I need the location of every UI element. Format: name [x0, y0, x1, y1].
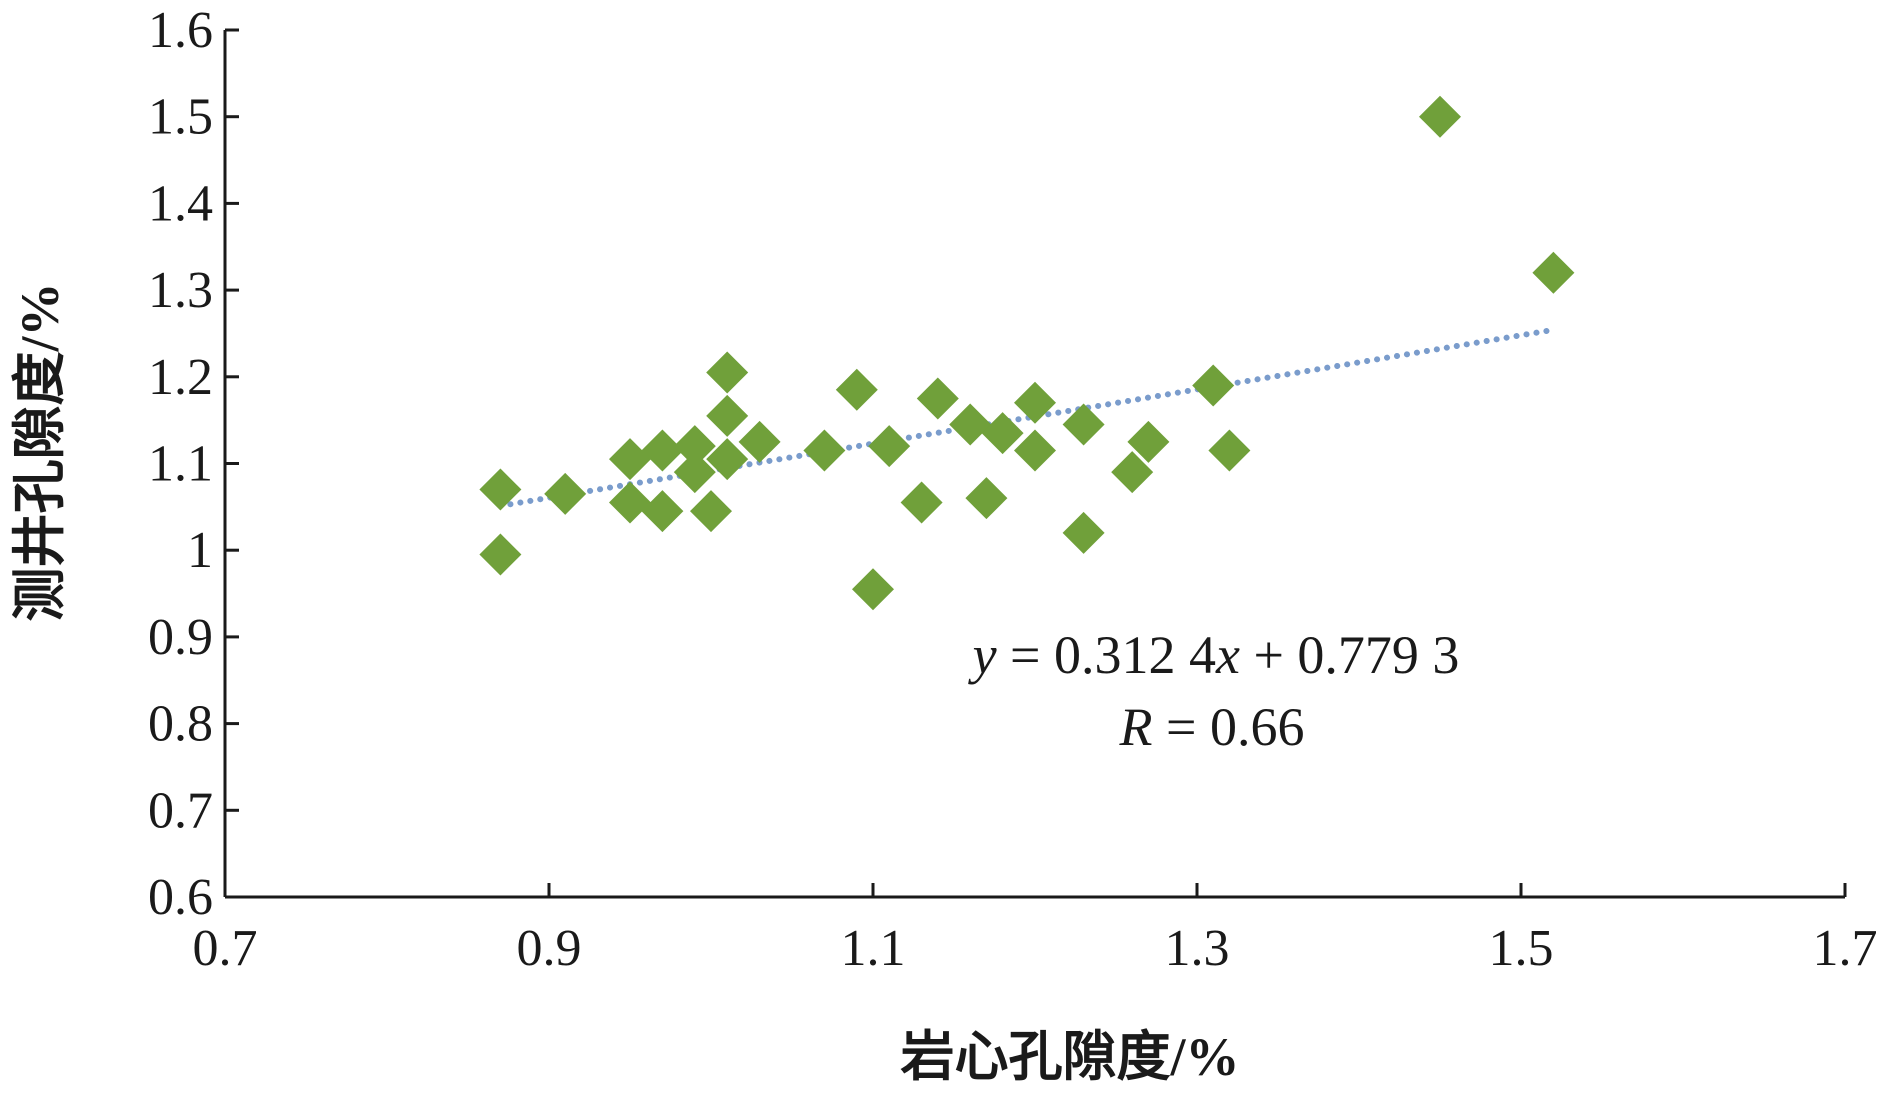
trendline: [497, 326, 1557, 509]
data-point: [479, 533, 522, 576]
data-point: [1532, 251, 1575, 294]
data-point: [981, 412, 1024, 455]
data-point: [900, 481, 943, 524]
x-tick-label: 1.5: [1489, 920, 1554, 977]
data-point: [609, 438, 651, 481]
equation-x-variable: x: [1215, 625, 1240, 685]
data-point: [544, 472, 587, 515]
x-tick-label: 0.9: [517, 920, 582, 977]
y-tick-label: 0.9: [148, 609, 213, 666]
data-point: [1014, 429, 1056, 472]
data-point: [1062, 511, 1105, 554]
x-axis-title: 岩心孔隙度/%: [900, 1027, 1239, 1087]
y-tick-label: 0.7: [148, 782, 213, 839]
data-point: [706, 351, 749, 394]
data-point: [479, 468, 522, 511]
y-tick-label: 1.3: [148, 262, 213, 319]
equation-slope: = 0.312 4: [997, 625, 1216, 685]
r-variable: R: [1119, 697, 1153, 757]
data-point: [852, 568, 894, 611]
equation-y-variable: y: [968, 625, 997, 685]
y-tick-label: 0.8: [148, 696, 213, 753]
equation-intercept: + 0.779 3: [1240, 625, 1459, 685]
y-tick-label: 1: [187, 522, 213, 579]
data-point: [803, 429, 846, 472]
data-point: [1419, 95, 1461, 138]
data-point: [1111, 451, 1154, 494]
data-point: [673, 451, 716, 494]
data-point: [1192, 364, 1235, 407]
y-tick-label: 1.2: [148, 349, 213, 406]
y-tick-label: 1.6: [148, 2, 213, 59]
data-point: [1208, 429, 1251, 472]
data-point: [673, 425, 716, 468]
regression-equation: y = 0.312 4x + 0.779 3: [968, 625, 1460, 685]
data-point: [706, 394, 749, 437]
data-point: [1062, 403, 1105, 446]
y-axis-title: 测井孔隙度/%: [10, 282, 70, 621]
x-tick-label: 0.7: [193, 920, 258, 977]
data-point: [949, 403, 992, 446]
data-point: [835, 368, 878, 411]
data-point: [641, 429, 684, 472]
data-point: [641, 490, 684, 533]
y-tick-label: 1.5: [148, 89, 213, 146]
data-point: [690, 490, 732, 533]
data-point: [868, 425, 911, 468]
data-point: [1127, 420, 1170, 463]
data-point: [1014, 381, 1056, 424]
y-tick-label: 0.6: [148, 869, 213, 926]
data-point: [706, 438, 749, 481]
data-point: [738, 420, 781, 463]
x-tick-label: 1.7: [1813, 920, 1878, 977]
y-tick-label: 1.1: [148, 436, 213, 493]
data-point: [609, 481, 651, 524]
data-point: [916, 377, 959, 420]
y-tick-label: 1.4: [148, 175, 213, 232]
correlation-coefficient: R = 0.66: [1119, 697, 1305, 757]
x-tick-label: 1.3: [1165, 920, 1230, 977]
r-value: = 0.66: [1153, 697, 1305, 757]
x-tick-label: 1.1: [841, 920, 906, 977]
data-point: [965, 477, 1008, 520]
